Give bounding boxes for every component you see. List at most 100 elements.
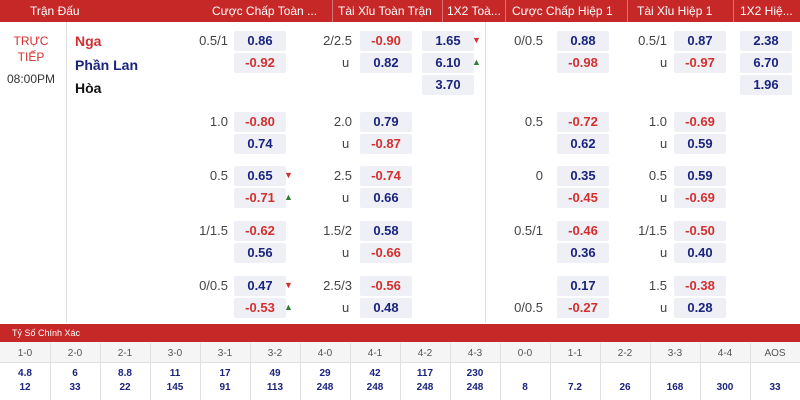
header-h1-handicap[interactable]: Cược Chấp Hiệp 1 — [512, 4, 613, 18]
ft-handicap-away-odd[interactable]: -0.71 — [234, 188, 286, 208]
under-label: u — [660, 55, 668, 70]
h1-handicap-home-odd[interactable]: 0.35 — [557, 166, 609, 186]
ft-under-odd[interactable]: 0.66 — [360, 188, 412, 208]
h1-over-odd[interactable]: -0.69 — [674, 112, 726, 132]
home-team-name[interactable]: Nga — [75, 33, 102, 49]
away-team-name[interactable]: Phần Lan — [75, 57, 139, 73]
ft-1x2-away-odd[interactable]: 6.10 — [422, 53, 474, 73]
score-odd-bottom[interactable]: 26 — [619, 382, 631, 393]
score-odd-bottom[interactable]: 113 — [266, 382, 284, 393]
score-odd-top[interactable]: 117 — [416, 368, 434, 379]
down-arrow-icon: ▼ — [284, 280, 293, 290]
ft-handicap-line: 0.5 — [209, 168, 228, 183]
header-ft-over-under[interactable]: Tài Xỉu Toàn Trận — [338, 4, 432, 18]
header-h1-over-under[interactable]: Tài Xỉu Hiệp 1 — [637, 4, 713, 18]
h1-1x2-draw-odd[interactable]: 1.96 — [740, 75, 792, 95]
score-column-divider — [550, 343, 551, 400]
score-label: 3-3 — [667, 348, 683, 359]
ft-under-odd[interactable]: -0.87 — [360, 134, 412, 154]
score-odd-top[interactable]: 230 — [466, 368, 484, 379]
ft-under-odd[interactable]: 0.82 — [360, 53, 412, 73]
score-odd-bottom[interactable]: 248 — [316, 382, 334, 393]
header-h1-1x2[interactable]: 1X2 Hiệ... — [740, 4, 793, 18]
h1-handicap-away-odd[interactable]: -0.98 — [557, 53, 609, 73]
ft-handicap-away-odd[interactable]: -0.53 — [234, 298, 286, 318]
score-odd-bottom[interactable]: 8 — [522, 382, 528, 393]
ft-handicap-line: 0/0.5 — [199, 278, 228, 293]
score-odd-top[interactable]: 11 — [169, 368, 181, 379]
score-odd-top[interactable]: 8.8 — [118, 368, 132, 379]
score-odd-bottom[interactable]: 22 — [119, 382, 131, 393]
score-odd-top[interactable]: 42 — [369, 368, 381, 379]
score-odd-bottom[interactable]: 91 — [219, 382, 231, 393]
score-odd-bottom[interactable]: 300 — [716, 382, 734, 393]
ft-handicap-home-odd[interactable]: 0.65 — [234, 166, 286, 186]
score-column-divider — [400, 343, 401, 400]
ft-over-odd[interactable]: -0.74 — [360, 166, 412, 186]
header-ft-handicap[interactable]: Cược Chấp Toàn ... — [212, 4, 318, 18]
h1-over-odd[interactable]: 0.59 — [674, 166, 726, 186]
score-odd-top[interactable]: 29 — [319, 368, 331, 379]
correct-score-header[interactable]: Tỷ Số Chính Xác — [0, 324, 800, 342]
h1-over-odd[interactable]: -0.50 — [674, 221, 726, 241]
score-odd-bottom[interactable]: 248 — [466, 382, 484, 393]
h1-handicap-home-odd[interactable]: -0.46 — [557, 221, 609, 241]
score-odd-bottom[interactable]: 12 — [19, 382, 31, 393]
score-odd-bottom[interactable]: 248 — [366, 382, 384, 393]
h1-under-odd[interactable]: 0.59 — [674, 134, 726, 154]
h1-handicap-away-odd[interactable]: 0.36 — [557, 243, 609, 263]
score-odd-top[interactable]: 49 — [269, 368, 281, 379]
ft-handicap-home-odd[interactable]: 0.47 — [234, 276, 286, 296]
header-ft-1x2[interactable]: 1X2 Toà... — [447, 4, 501, 18]
score-column-divider — [250, 343, 251, 400]
ft-under-odd[interactable]: 0.48 — [360, 298, 412, 318]
ft-under-odd[interactable]: -0.66 — [360, 243, 412, 263]
ft-1x2-draw-odd[interactable]: 3.70 — [422, 75, 474, 95]
header-separator — [505, 0, 506, 22]
h1-under-odd[interactable]: -0.69 — [674, 188, 726, 208]
h1-handicap-away-odd[interactable]: 0.62 — [557, 134, 609, 154]
ft-over-odd[interactable]: -0.90 — [360, 31, 412, 51]
h1-handicap-home-odd[interactable]: -0.72 — [557, 112, 609, 132]
score-label: 2-2 — [617, 348, 633, 359]
ft-handicap-line: 1.0 — [209, 114, 228, 129]
under-label: u — [342, 300, 350, 315]
h1-over-odd[interactable]: -0.38 — [674, 276, 726, 296]
h1-1x2-home-odd[interactable]: 2.38 — [740, 31, 792, 51]
under-label: u — [342, 55, 350, 70]
ft-handicap-home-odd[interactable]: -0.62 — [234, 221, 286, 241]
h1-handicap-away-odd[interactable]: -0.27 — [557, 298, 609, 318]
h1-under-odd[interactable]: 0.40 — [674, 243, 726, 263]
ft-1x2-home-odd[interactable]: 1.65 — [422, 31, 474, 51]
ft-handicap-home-odd[interactable]: -0.80 — [234, 112, 286, 132]
h1-handicap-line: 0 — [535, 168, 543, 183]
h1-over-odd[interactable]: 0.87 — [674, 31, 726, 51]
h1-under-odd[interactable]: 0.28 — [674, 298, 726, 318]
h1-handicap-away-odd[interactable]: -0.45 — [557, 188, 609, 208]
ft-handicap-away-odd[interactable]: 0.56 — [234, 243, 286, 263]
score-odd-bottom[interactable]: 7.2 — [568, 382, 582, 393]
h1-handicap-home-odd[interactable]: 0.88 — [557, 31, 609, 51]
score-odd-top[interactable]: 4.8 — [18, 368, 32, 379]
h1-1x2-away-odd[interactable]: 6.70 — [740, 53, 792, 73]
ft-handicap-away-odd[interactable]: -0.92 — [234, 53, 286, 73]
ft-over-odd[interactable]: -0.56 — [360, 276, 412, 296]
score-label: 4-2 — [417, 348, 433, 359]
ft-handicap-home-odd[interactable]: 0.86 — [234, 31, 286, 51]
draw-label: Hòa — [75, 80, 102, 96]
ft-over-odd[interactable]: 0.58 — [360, 221, 412, 241]
ft-over-odd[interactable]: 0.79 — [360, 112, 412, 132]
score-odd-bottom[interactable]: 33 — [769, 382, 781, 393]
score-odd-bottom[interactable]: 33 — [69, 382, 81, 393]
ft-handicap-away-odd[interactable]: 0.74 — [234, 134, 286, 154]
score-label: 1-1 — [567, 348, 583, 359]
score-odd-top[interactable]: 6 — [72, 368, 78, 379]
score-odd-bottom[interactable]: 168 — [666, 382, 684, 393]
h1-under-odd[interactable]: -0.97 — [674, 53, 726, 73]
odds-table-header: Trận Đấu Cược Chấp Toàn ... Tài Xỉu Toàn… — [0, 0, 800, 22]
score-odd-top[interactable]: 17 — [219, 368, 231, 379]
score-odd-bottom[interactable]: 145 — [166, 382, 184, 393]
h1-handicap-home-odd[interactable]: 0.17 — [557, 276, 609, 296]
score-odd-bottom[interactable]: 248 — [416, 382, 434, 393]
score-column-divider — [600, 343, 601, 400]
